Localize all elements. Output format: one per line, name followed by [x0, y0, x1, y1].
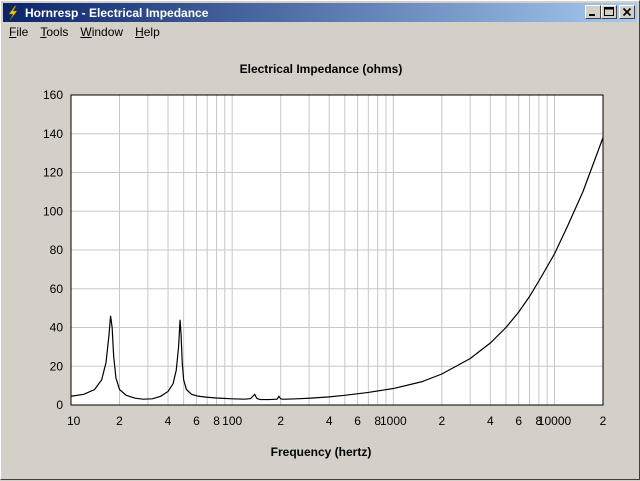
menu-help[interactable]: Help [129, 25, 166, 39]
y-tick-label: 100 [43, 204, 63, 218]
x-tick-label: 4 [326, 414, 333, 428]
maximize-icon [604, 7, 614, 16]
x-tick-label: 2 [600, 414, 607, 428]
impedance-curve [70, 137, 604, 401]
y-tick-label: 60 [50, 282, 64, 296]
close-icon [622, 7, 632, 17]
plot-border [70, 94, 604, 406]
menu-file-hotkey: F [9, 25, 17, 39]
x-tick-label: 6 [354, 414, 361, 428]
x-tick-label: 1000 [380, 414, 407, 428]
minimize-button[interactable] [585, 5, 601, 19]
x-tick-label: 8 [536, 414, 543, 428]
y-tick-label: 0 [56, 398, 63, 412]
menu-file[interactable]: File [3, 25, 34, 39]
y-tick-label: 40 [50, 321, 64, 335]
x-tick-label: 6 [515, 414, 522, 428]
x-tick-label: 6 [193, 414, 200, 428]
menu-file-label: ile [16, 25, 29, 39]
close-button[interactable] [619, 5, 635, 19]
x-tick-label: 10000 [538, 414, 572, 428]
x-tick-label: 4 [487, 414, 494, 428]
minimize-icon [589, 14, 595, 16]
y-axis-ticks: 0 20 40 60 80 100 120 140 160 [43, 88, 63, 412]
menu-bar: File Tools Window Help [3, 23, 637, 41]
title-bar[interactable]: Hornresp - Electrical Impedance [3, 3, 637, 22]
lightning-bolt-icon [8, 5, 18, 20]
x-tick-label: 2 [116, 414, 123, 428]
x-tick-label: 4 [165, 414, 172, 428]
x-tick-label: 2 [438, 414, 445, 428]
x-tick-label: 8 [213, 414, 220, 428]
menu-help-hotkey: H [135, 25, 144, 39]
y-tick-label: 80 [50, 243, 64, 257]
menu-tools-label: ools [46, 25, 69, 39]
menu-tools[interactable]: Tools [34, 25, 74, 39]
y-tick-label: 140 [43, 127, 63, 141]
x-tick-label: 2 [277, 414, 284, 428]
grid [71, 95, 603, 405]
window-title: Hornresp - Electrical Impedance [25, 5, 209, 20]
menu-window-label: indow [91, 25, 124, 39]
y-tick-label: 20 [50, 359, 64, 373]
menu-help-label: elp [143, 25, 160, 39]
x-tick-label: 8 [374, 414, 381, 428]
menu-window[interactable]: Window [74, 25, 129, 39]
x-tick-label: 10 [67, 414, 81, 428]
y-tick-label: 120 [43, 166, 63, 180]
x-axis-label: Frequency (hertz) [270, 445, 372, 459]
menu-tools-hotkey: T [40, 25, 47, 39]
chart-title: Electrical Impedance (ohms) [239, 62, 403, 76]
x-tick-label: 100 [222, 414, 242, 428]
maximize-button[interactable] [601, 5, 617, 19]
y-tick-label: 160 [43, 88, 63, 102]
menu-window-hotkey: W [80, 25, 92, 39]
